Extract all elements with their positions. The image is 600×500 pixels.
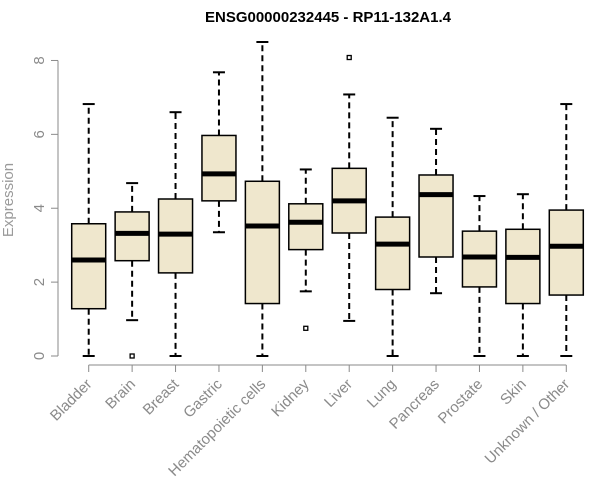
y-tick-label-0: 0 (31, 352, 48, 360)
y-tick-label-8: 8 (31, 56, 48, 64)
box-liver (331, 54, 367, 322)
box-rect (244, 180, 281, 305)
box-gastric (201, 71, 237, 234)
box-rect (114, 211, 150, 262)
box-brain (114, 182, 150, 359)
box-series (70, 41, 585, 359)
box-unknown-other (548, 103, 585, 357)
x-tick-label: Prostate (435, 376, 487, 428)
box-lung (374, 116, 411, 357)
x-tick-label: Kidney (268, 375, 313, 420)
x-tick-label: Breast (140, 375, 183, 418)
box-rect (548, 209, 585, 296)
y-tick-label-6: 6 (31, 130, 48, 138)
box-kidney (288, 168, 324, 331)
y-axis: 0 2 4 6 8 (31, 56, 59, 360)
x-tick-label: Liver (321, 376, 356, 411)
box-hematopoietic-cells (244, 41, 281, 357)
box-bladder (70, 103, 107, 357)
outlier-point (129, 353, 135, 359)
box-breast (157, 111, 194, 357)
box-skin (505, 193, 541, 357)
box-rect (201, 134, 237, 202)
x-tick-label: Bladder (47, 376, 96, 425)
x-tick-label: Lung (364, 376, 400, 412)
y-tick-label-2: 2 (31, 278, 48, 286)
box-rect (70, 223, 107, 310)
box-rect (505, 228, 541, 305)
box-rect (288, 203, 324, 251)
x-tick-label: Brain (102, 376, 139, 413)
y-tick-label-4: 4 (31, 204, 48, 212)
box-pancreas (418, 127, 454, 295)
outlier-point (346, 54, 352, 61)
box-rect (374, 216, 411, 291)
chart-title: ENSG00000232445 - RP11-132A1.4 (205, 9, 452, 26)
outlier-point (303, 325, 309, 331)
y-axis-label: Expression (0, 163, 17, 237)
x-tick-label: Skin (497, 376, 530, 409)
box-prostate (461, 195, 498, 357)
box-rect (418, 174, 454, 258)
